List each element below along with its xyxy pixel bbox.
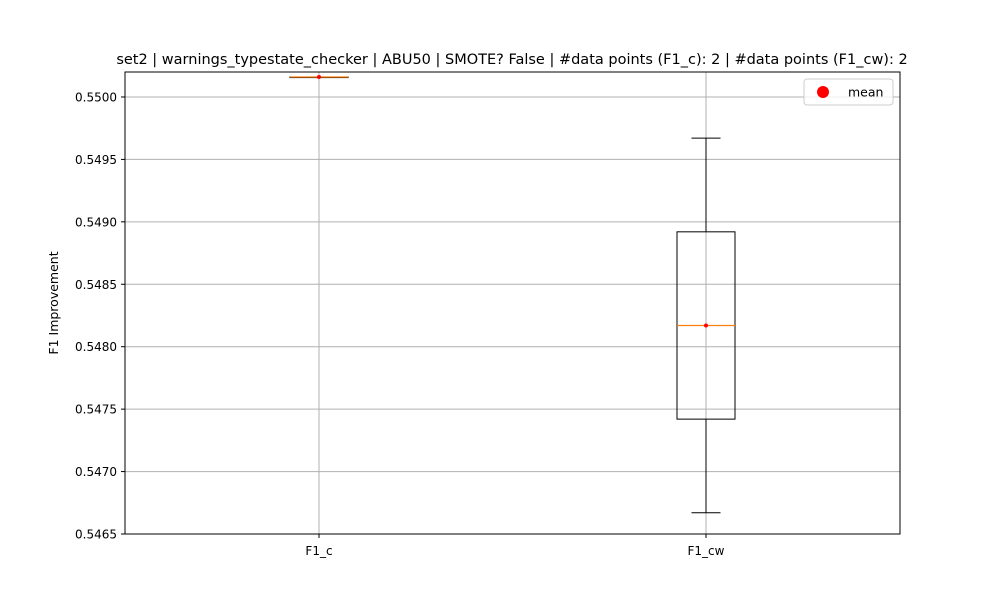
x-tick-label: F1_cw <box>688 544 725 558</box>
y-tick-label: 0.5465 <box>75 528 117 542</box>
mean-marker <box>704 323 708 328</box>
chart-title: set2 | warnings_typestate_checker | ABU5… <box>116 52 907 68</box>
y-tick-label: 0.5495 <box>75 153 117 167</box>
axis-ticks: 0.5465 0.5470 0.5475 0.5480 0.5485 0.5490 0.54… <box>75 90 725 558</box>
legend-mean-marker <box>817 86 829 98</box>
box-plots <box>289 74 736 514</box>
y-tick-label: 0.5475 <box>75 403 117 417</box>
y-tick-label: 0.5490 <box>75 215 117 229</box>
legend: mean <box>803 78 894 106</box>
plot-frame <box>124 71 901 535</box>
box-F1_cw <box>676 137 736 514</box>
y-axis-label: F1 Improvement <box>46 251 61 354</box>
legend-mean-label: mean <box>848 85 883 100</box>
mean-marker <box>317 74 321 79</box>
y-tick-label: 0.5470 <box>75 465 117 479</box>
y-tick-label: 0.5500 <box>75 90 117 104</box>
legend-frame <box>803 78 894 106</box>
box-F1_c <box>289 74 349 79</box>
y-tick-label: 0.5480 <box>75 340 117 354</box>
y-tick-label: 0.5485 <box>75 278 117 292</box>
x-tick-label: F1_c <box>305 544 332 558</box>
